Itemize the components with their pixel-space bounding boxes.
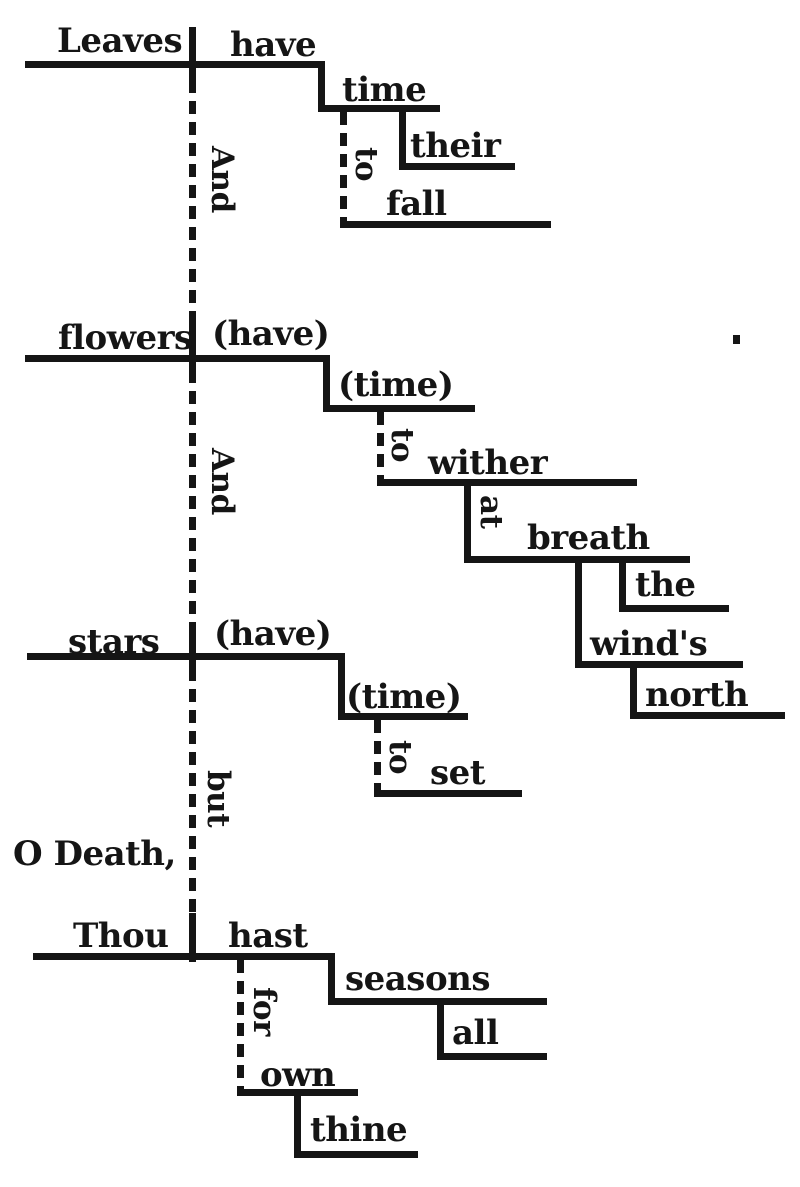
clause2-north-drop-line (630, 661, 637, 718)
clause1-object-step-line (318, 61, 325, 112)
conjunction-dashed-line-3 (189, 668, 196, 913)
word-for: for (246, 987, 282, 1036)
clause1-to-dashed-line (340, 112, 347, 224)
clause3-object-step-line (338, 653, 345, 720)
clause1-their-shelf (399, 163, 515, 170)
clause3-baseline (27, 653, 345, 660)
clause4-thine-shelf (294, 1151, 418, 1158)
word-breath: breath (527, 518, 650, 558)
word-time-3: (time) (346, 677, 462, 717)
word-flowers: flowers (58, 318, 193, 358)
clause2-winds-shelf (575, 661, 743, 668)
clause3-set-shelf (374, 790, 522, 797)
word-time-2: (time) (338, 365, 454, 405)
clause2-north-shelf (630, 712, 785, 719)
word-north: north (645, 675, 749, 715)
word-the: the (635, 565, 696, 605)
word-set: set (430, 753, 485, 793)
clause2-object-step-line (323, 355, 330, 412)
ink-speck-dot (733, 335, 740, 344)
word-leaves: Leaves (57, 21, 183, 61)
clause4-object-step-line (328, 953, 335, 1005)
word-have-3: (have) (214, 614, 332, 654)
clause4-baseline (33, 953, 335, 960)
word-to-3: to (382, 740, 418, 774)
word-their: their (410, 126, 501, 166)
word-have: have (230, 25, 317, 65)
word-stars: stars (68, 622, 160, 662)
word-have-2: (have) (212, 314, 330, 354)
conjunction-dashed-line-2 (189, 370, 196, 632)
clause3-to-dashed-line (374, 720, 381, 793)
word-thine: thine (310, 1110, 408, 1150)
word-wither: wither (428, 443, 548, 483)
clause3-subject-verb-divider (189, 632, 196, 668)
clause2-baseline (25, 355, 330, 362)
word-at: at (473, 495, 509, 529)
word-and-1: And (204, 146, 240, 213)
word-and-2: And (204, 448, 240, 515)
word-own: own (260, 1055, 336, 1095)
clause2-winds-drop-line (575, 556, 582, 666)
clause2-object-shelf (323, 405, 475, 412)
clause2-subject-verb-divider (189, 320, 196, 370)
clause4-all-shelf (437, 1053, 547, 1060)
clause1-baseline (25, 61, 325, 68)
clause4-subject-verb-divider (189, 913, 196, 962)
clause1-fall-shelf (340, 221, 551, 228)
clause2-the-shelf (619, 605, 729, 612)
word-to-1: to (348, 147, 384, 181)
clause4-thine-drop-line (294, 1089, 301, 1158)
clause1-their-drop-line (399, 105, 406, 170)
clause1-object-shelf (318, 105, 440, 112)
word-winds: wind's (590, 624, 708, 664)
word-but: but (200, 770, 236, 828)
word-thou: Thou (73, 916, 169, 956)
clause2-at-drop-line (464, 479, 471, 563)
clause4-for-dashed-line (237, 960, 244, 1095)
conjunction-dashed-line-1 (189, 80, 196, 320)
clause2-wither-shelf (377, 479, 637, 486)
clause3-object-shelf (338, 713, 468, 720)
clause2-to-dashed-line (377, 412, 384, 484)
word-time: time (342, 70, 427, 110)
word-to-2: to (384, 428, 420, 462)
word-hast: hast (228, 916, 308, 956)
clause4-all-drop-line (437, 998, 444, 1060)
word-fall: fall (386, 184, 447, 224)
clause1-subject-verb-divider (189, 27, 196, 80)
clause2-the-drop-line (619, 556, 626, 612)
word-o-death: O Death, (13, 834, 176, 874)
word-seasons: seasons (345, 959, 490, 999)
word-all: all (452, 1013, 499, 1053)
